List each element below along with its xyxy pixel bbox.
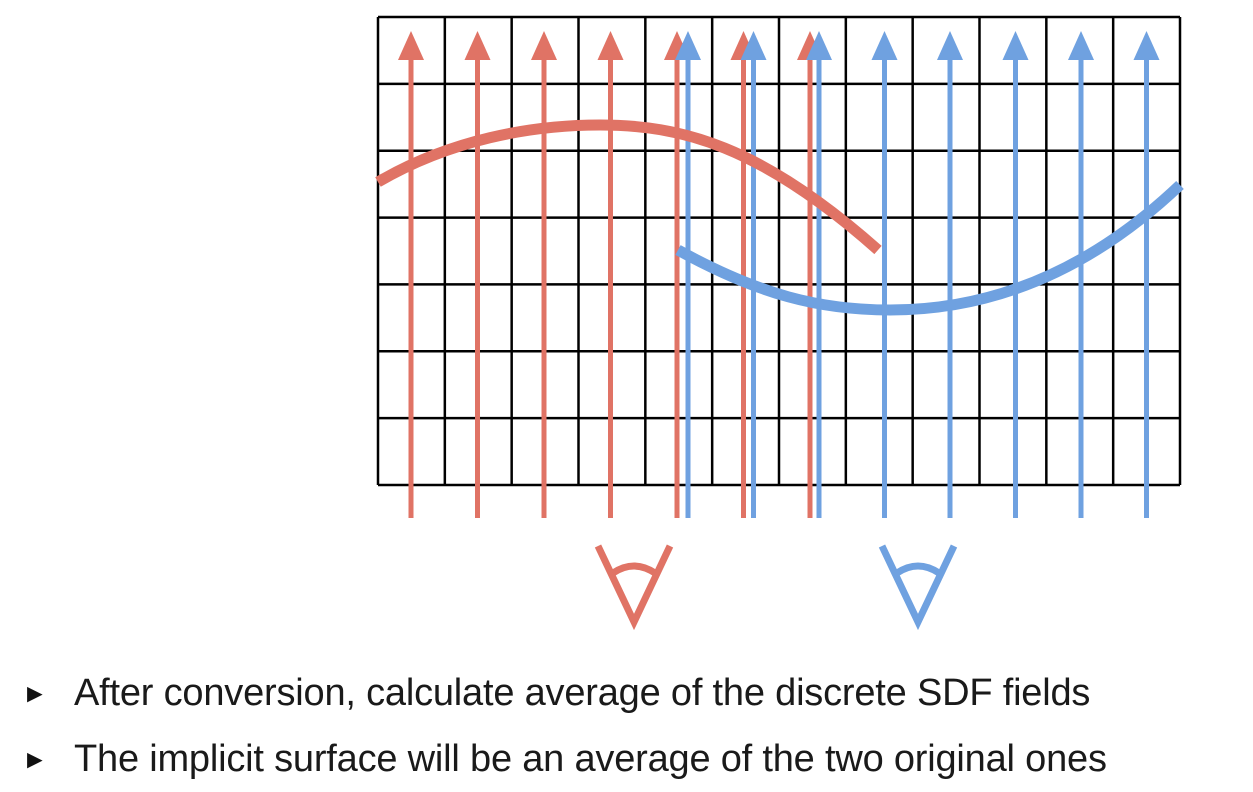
blue-arrowhead-icon — [871, 31, 898, 60]
bullet-list: ► After conversion, calculate average of… — [22, 660, 1107, 792]
bullet-item: ► The implicit surface will be an averag… — [22, 726, 1107, 792]
blue-camera-eye-icon — [878, 544, 958, 631]
blue-arrowhead-icon — [740, 31, 767, 60]
red-arrowhead-icon — [398, 31, 424, 60]
eye-outline — [878, 544, 958, 631]
voxel-grid — [376, 15, 1182, 487]
bullet-item: ► After conversion, calculate average of… — [22, 660, 1107, 726]
red-arrowhead-icon — [531, 31, 557, 60]
eye-lid — [895, 562, 941, 576]
bullet-triangle-icon: ► — [22, 677, 48, 708]
eye-lid — [611, 562, 657, 576]
red-arrowhead-icon — [464, 31, 491, 60]
blue-arrowhead-icon — [806, 31, 832, 60]
blue-arrowhead-icon — [1068, 31, 1094, 60]
blue-arrowhead-icon — [1133, 31, 1160, 60]
sdf-averaging-diagram — [375, 15, 1184, 631]
red-arrowhead-icon — [597, 31, 624, 60]
red-view-rays — [398, 31, 823, 518]
blue-implicit-surface-curve — [675, 181, 1184, 316]
eye-outline — [594, 544, 674, 631]
bullet-text: The implicit surface will be an average … — [74, 737, 1107, 780]
bullet-text: After conversion, calculate average of t… — [74, 671, 1091, 714]
blue-arrowhead-icon — [1002, 31, 1029, 60]
bullet-triangle-icon: ► — [22, 743, 48, 774]
red-camera-eye-icon — [594, 544, 674, 631]
blue-view-rays — [675, 31, 1160, 518]
blue-arrowhead-icon — [937, 31, 963, 60]
blue-arrowhead-icon — [675, 31, 701, 60]
red-implicit-surface-curve — [375, 119, 882, 255]
